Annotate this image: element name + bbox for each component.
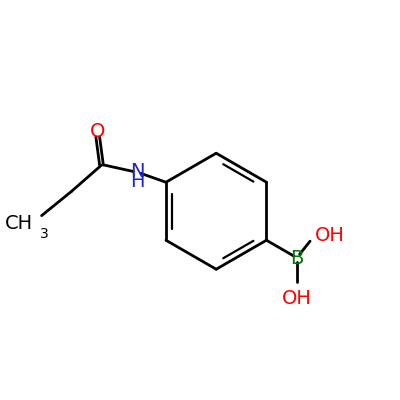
Text: CH: CH — [5, 214, 33, 233]
Text: 3: 3 — [40, 227, 48, 241]
Text: OH: OH — [315, 226, 345, 245]
Text: B: B — [290, 248, 304, 268]
Text: O: O — [90, 122, 106, 141]
Text: OH: OH — [282, 289, 312, 308]
Text: N: N — [130, 162, 144, 181]
Text: H: H — [130, 172, 144, 191]
